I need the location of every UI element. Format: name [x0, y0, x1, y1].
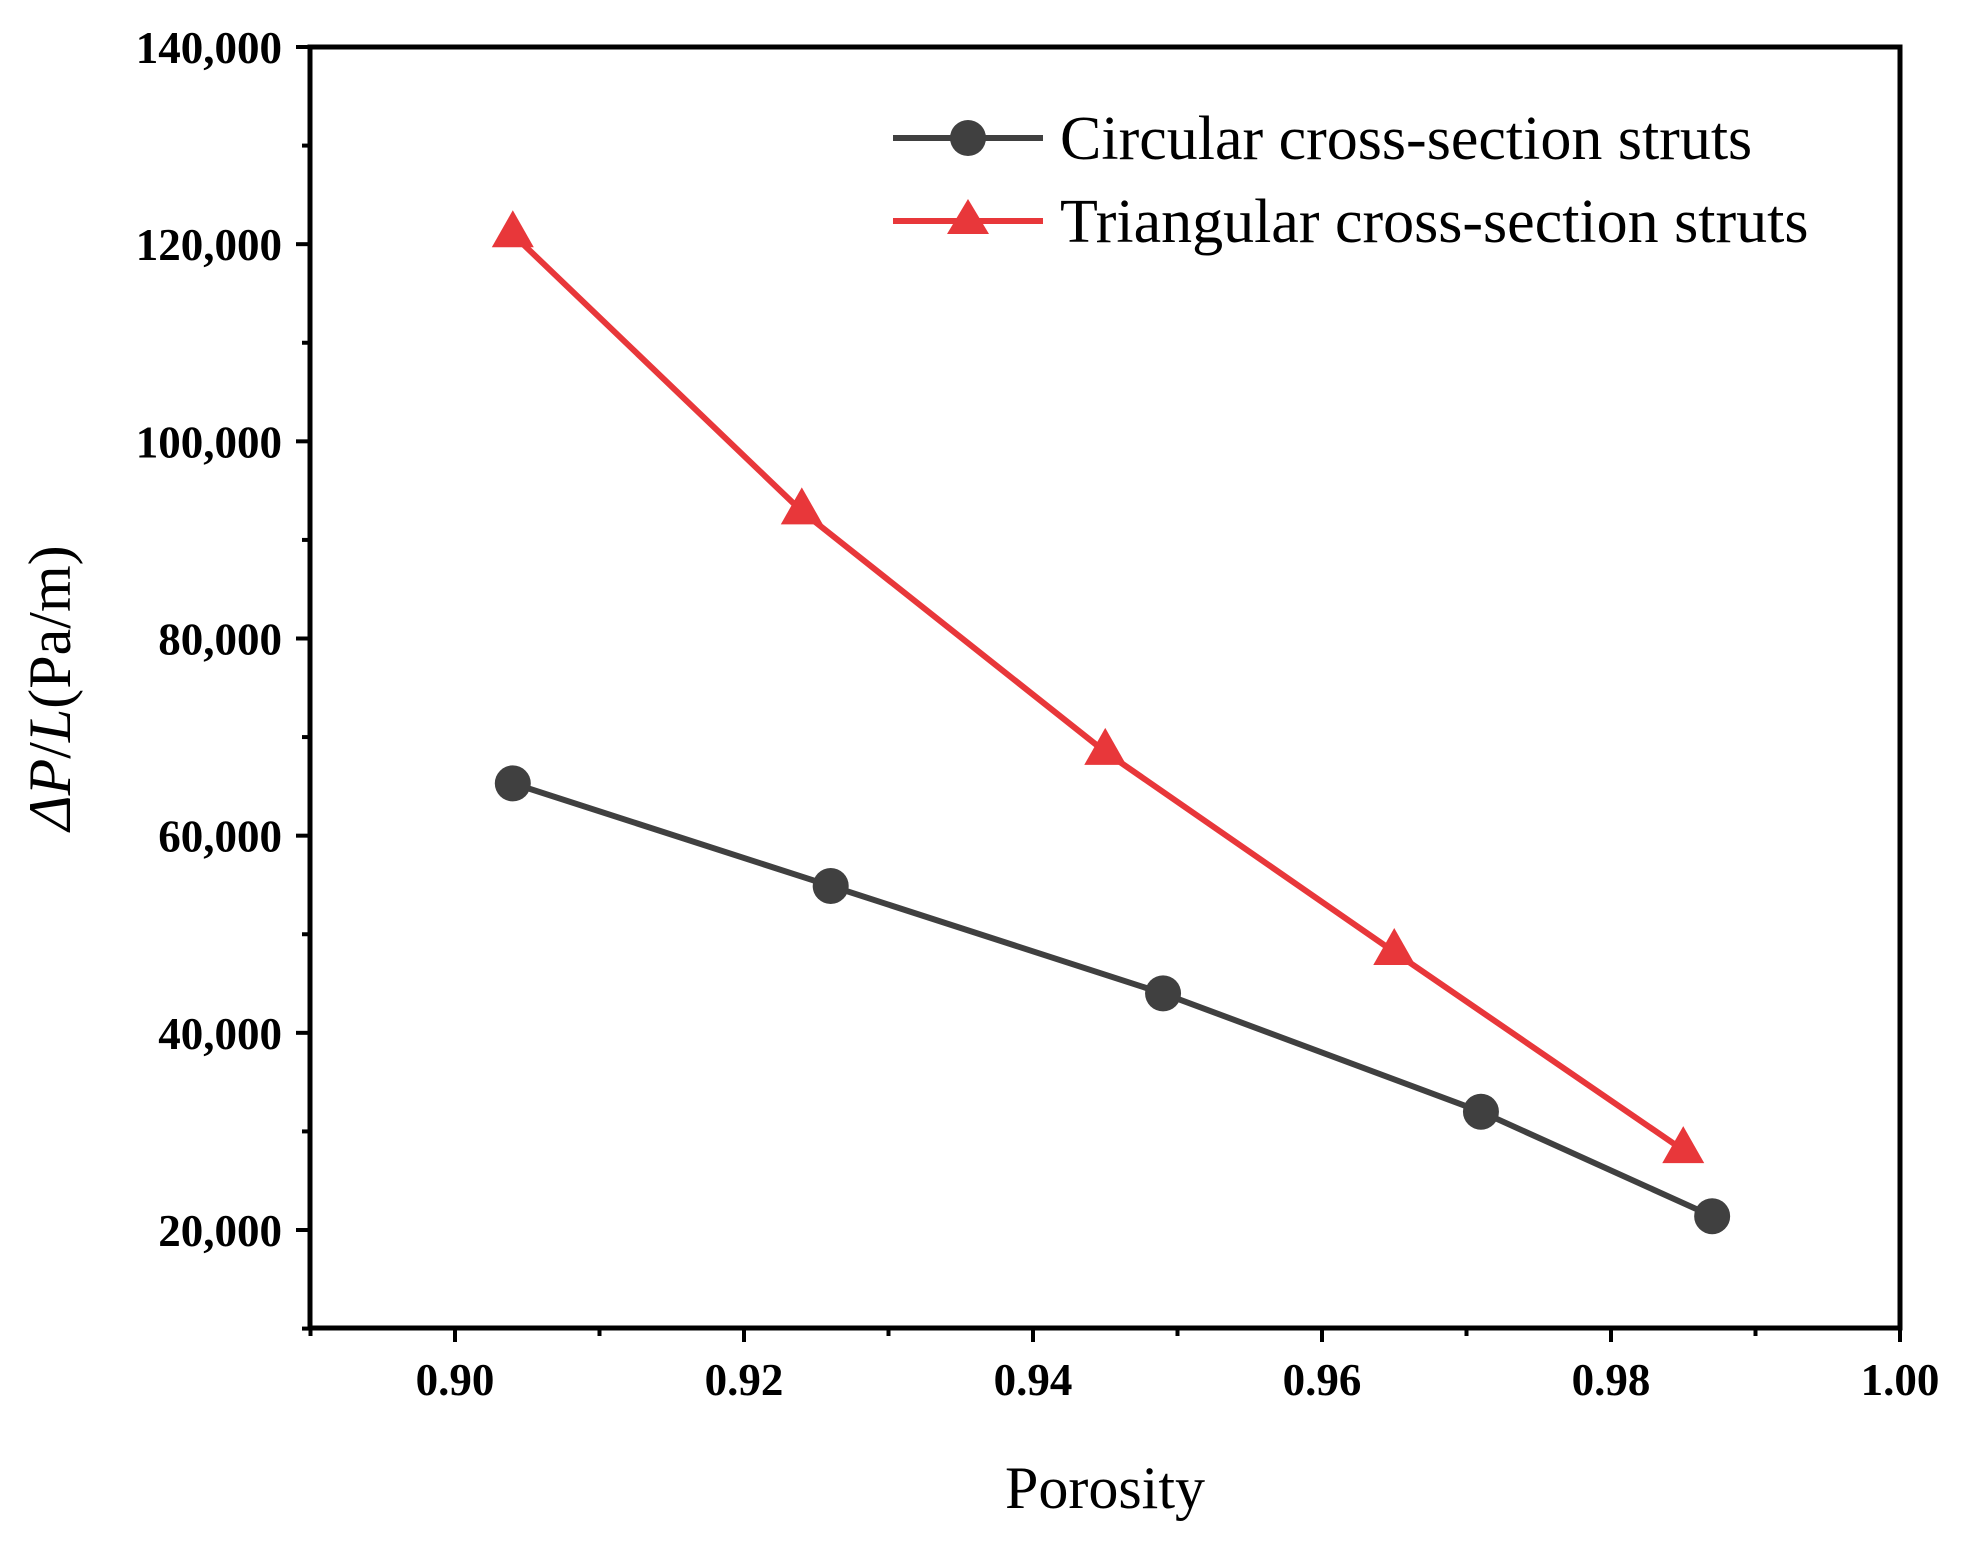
data-point-circle [1694, 1198, 1731, 1235]
data-point-triangle [780, 487, 823, 525]
y-tick-label: 20,000 [158, 1206, 282, 1256]
y-axis-title-unit: (Pa/m) [17, 545, 83, 708]
data-point-triangle [1373, 927, 1416, 965]
x-tick-label: 1.00 [1861, 1355, 1940, 1405]
y-axis-title-slash: / [17, 742, 83, 759]
y-axis-title-var-l: L [17, 709, 83, 743]
data-point-circle [812, 867, 849, 904]
y-axis-title-var-p: P [17, 759, 83, 797]
x-axis: 0.90 0.92 0.94 0.96 0.98 1.00 [308, 1328, 1940, 1405]
data-point-triangle [491, 210, 534, 248]
series-line-triangular [510, 232, 1685, 1153]
y-tick-label: 80,000 [158, 615, 282, 665]
series-line-circular [511, 780, 1714, 1219]
legend: Circular cross-section struts Triangular… [893, 105, 1809, 256]
y-axis: 20,000 40,000 60,000 80,000 100,000 120,000 14… [136, 23, 310, 1331]
y-tick-label: 40,000 [158, 1009, 282, 1059]
x-axis-title: Porosity [1005, 1455, 1205, 1521]
x-tick-label: 0.94 [994, 1355, 1073, 1405]
data-point-triangle [1084, 727, 1127, 765]
x-tick-label: 0.98 [1572, 1355, 1651, 1405]
legend-label-circular: Circular cross-section struts [1060, 105, 1752, 173]
data-point-circle [1145, 975, 1182, 1012]
x-tick-label: 0.90 [416, 1355, 495, 1405]
y-tick-label: 60,000 [158, 812, 282, 862]
y-axis-title: ΔP/L(Pa/m) [17, 545, 83, 832]
y-tick-label: 100,000 [136, 417, 282, 467]
legend-marker-circle [950, 120, 986, 156]
x-tick-label: 0.96 [1283, 1355, 1362, 1405]
plot-area-frame [307, 44, 1903, 1331]
data-point-triangle [1662, 1126, 1705, 1164]
legend-marker-triangle [947, 199, 989, 234]
data-point-circle [1462, 1093, 1499, 1130]
data-point-circle [494, 765, 531, 802]
y-tick-label: 140,000 [136, 23, 282, 73]
x-tick-label: 0.92 [705, 1355, 784, 1405]
y-tick-label: 120,000 [136, 220, 282, 270]
series-layer [491, 210, 1731, 1235]
y-axis-title-delta: Δ [17, 795, 83, 832]
legend-label-triangular: Triangular cross-section struts [1060, 188, 1809, 256]
